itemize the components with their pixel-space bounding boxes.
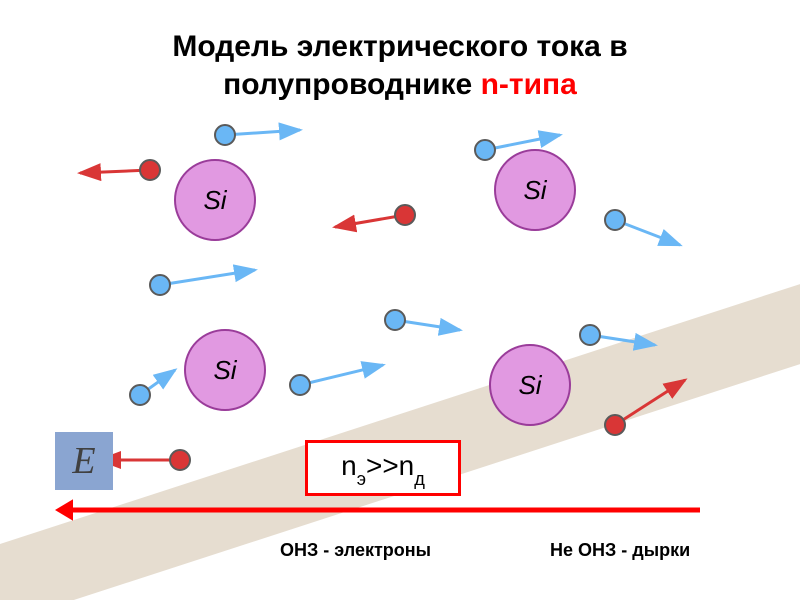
electric-field-symbol: E xyxy=(55,432,113,490)
electron-particle xyxy=(580,325,600,345)
silicon-atom-label: Si xyxy=(523,175,547,205)
electron-particle xyxy=(385,310,405,330)
hole-arrow xyxy=(80,170,150,173)
title-line2b: n-типа xyxy=(481,68,577,101)
electron-arrow xyxy=(160,270,255,285)
hole-arrow xyxy=(335,215,405,227)
silicon-atom xyxy=(175,160,255,240)
electron-arrow xyxy=(485,135,560,150)
electron-arrow xyxy=(395,320,460,330)
electron-arrow xyxy=(615,220,680,245)
legend-minority-carriers: Не ОНЗ - дырки xyxy=(550,540,690,561)
silicon-atom xyxy=(185,330,265,410)
title: Модель электрического тока в полупроводн… xyxy=(0,28,800,103)
electron-particle xyxy=(130,385,150,405)
hole-particle xyxy=(170,450,190,470)
silicon-atom xyxy=(495,150,575,230)
electron-arrow xyxy=(300,365,383,385)
electron-particle xyxy=(290,375,310,395)
electron-particle xyxy=(605,210,625,230)
formula-box: nэ>>nд xyxy=(305,440,461,496)
electron-particle xyxy=(475,140,495,160)
hole-particle xyxy=(140,160,160,180)
electron-arrow xyxy=(140,370,175,395)
silicon-atom-label: Si xyxy=(203,185,227,215)
electron-particle xyxy=(150,275,170,295)
title-line2a: полупроводнике xyxy=(223,68,480,101)
electron-particle xyxy=(215,125,235,145)
electric-field-label: E xyxy=(72,439,95,483)
hole-particle xyxy=(395,205,415,225)
formula-text: nэ>>nд xyxy=(341,450,425,487)
title-line1: Модель электрического тока в xyxy=(172,30,627,63)
silicon-atom-label: Si xyxy=(213,355,237,385)
legend-majority-carriers: ОНЗ - электроны xyxy=(280,540,431,561)
electron-arrow xyxy=(225,130,300,135)
